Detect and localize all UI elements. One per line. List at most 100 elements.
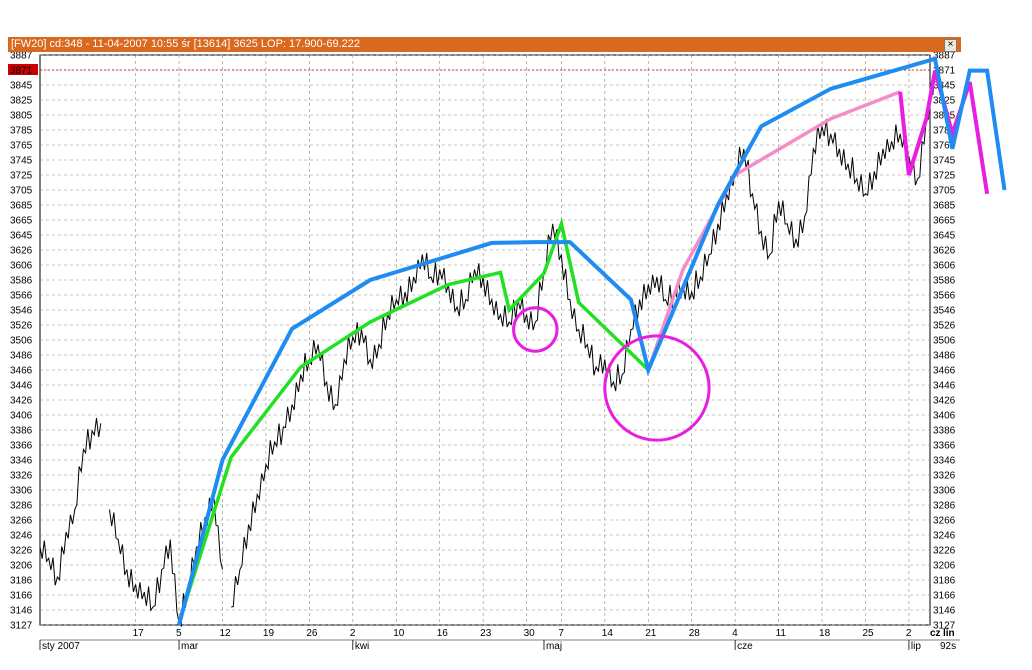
y-tick-label-left: 3186 [10,576,33,587]
y-tick-label-right: 3845 [933,81,956,92]
y-tick-label-left: 3705 [10,186,33,197]
y-tick-label-right: 3146 [933,606,956,617]
mode-lin-label: lin [943,628,955,639]
y-tick-label-left: 3146 [10,606,33,617]
y-tick-label-left: 3127 [10,621,33,632]
y-tick-label-right: 3166 [933,591,956,602]
y-tick-label-left: 3805 [10,111,33,122]
y-tick-label-left: 3406 [10,411,33,422]
y-tick-label-right: 3526 [933,321,956,332]
y-tick-label-right: 3645 [933,231,956,242]
green-trend-line [177,217,650,624]
x-day-label: 10 [393,628,405,639]
y-tick-label-right: 3386 [933,426,956,437]
last-price-label: 3871 [10,66,33,77]
x-day-label: 2 [906,628,912,639]
y-tick-label-left: 3486 [10,351,33,362]
x-day-label: 26 [306,628,318,639]
y-tick-label-left: 3426 [10,396,33,407]
y-tick-label-right: 3366 [933,441,956,452]
y-tick-label-right: 3745 [933,156,956,167]
y-tick-label-left: 3526 [10,321,33,332]
y-tick-label-left: 3446 [10,381,33,392]
x-month-label: cze [737,641,753,652]
x-month-label: lip [911,641,921,652]
price-series-segment [39,417,102,586]
x-month-label: kwi [355,641,369,652]
y-tick-label-left: 3845 [10,81,33,92]
y-tick-label-left: 3166 [10,591,33,602]
y-tick-label-right: 3326 [933,471,956,482]
x-month-label: mar [181,641,199,652]
y-tick-label-right: 3206 [933,561,956,572]
y-tick-label-right: 3127 [933,621,956,632]
x-day-label: 16 [437,628,449,639]
y-tick-label-left: 3586 [10,276,33,287]
y-tick-label-left: 3785 [10,126,33,137]
x-day-label: 21 [645,628,657,639]
y-tick-label-left: 3326 [10,471,33,482]
y-tick-label-left: 3825 [10,96,33,107]
y-tick-label-right: 3506 [933,336,956,347]
y-tick-label-right: 3486 [933,351,956,362]
grid [40,54,930,626]
close-button[interactable]: × [944,39,957,52]
y-tick-label-right: 3266 [933,516,956,527]
annotation-circle [603,334,711,442]
y-tick-label-right: 3765 [933,141,956,152]
y-tick-label-left: 3246 [10,531,33,542]
x-day-label: 19 [263,628,275,639]
y-tick-label-left: 3206 [10,561,33,572]
y-tick-label-left: 3626 [10,246,33,257]
y-tick-label-left: 3306 [10,486,33,497]
window-title: [FW20] cd:348 - 11-04-2007 10:55 śr [136… [11,38,360,50]
x-day-label: 18 [819,628,831,639]
x-day-label: 25 [862,628,874,639]
mode-cz-label: cz [930,628,941,639]
y-tick-label-right: 3466 [933,366,956,377]
y-tick-label-right: 3626 [933,246,956,257]
y-tick-label-right: 3685 [933,201,956,212]
y-tick-label-left: 3506 [10,336,33,347]
x-day-label: 14 [602,628,614,639]
y-tick-label-right: 3785 [933,126,956,137]
y-tick-label-right: 3186 [933,576,956,587]
y-tick-label-left: 3765 [10,141,33,152]
y-tick-label-right: 3871 [933,66,956,77]
x-day-label: 12 [219,628,231,639]
x-day-label: 2 [350,628,356,639]
y-tick-label-left: 3546 [10,306,33,317]
y-tick-label-right: 3566 [933,291,956,302]
window-titlebar[interactable]: [FW20] cd:348 - 11-04-2007 10:55 śr [136… [8,37,961,52]
x-day-label: 7 [558,628,564,639]
y-tick-label-left: 3386 [10,426,33,437]
x-month-label: maj [546,641,562,652]
y-tick-label-left: 3466 [10,366,33,377]
y-tick-label-right: 3446 [933,381,956,392]
x-day-label: 28 [689,628,701,639]
y-tick-label-right: 3887 [933,51,956,62]
y-tick-label-right: 3406 [933,411,956,422]
x-day-label: 30 [524,628,536,639]
y-tick-label-right: 3546 [933,306,956,317]
y-tick-label-left: 3606 [10,261,33,272]
y-tick-label-right: 3246 [933,531,956,542]
y-tick-label-right: 3705 [933,186,956,197]
y-tick-label-left: 3745 [10,156,33,167]
y-tick-label-right: 3226 [933,546,956,557]
y-tick-label-left: 3685 [10,201,33,212]
interval-label: 92s [940,641,956,652]
y-tick-label-left: 3266 [10,516,33,527]
last-price-badge [8,64,38,75]
y-tick-label-left: 3665 [10,216,33,227]
y-tick-label-left: 3366 [10,441,33,452]
x-day-label: 4 [732,628,738,639]
y-tick-label-right: 3346 [933,456,956,467]
x-day-label: 5 [176,628,182,639]
y-tick-label-right: 3725 [933,171,956,182]
y-tick-label-right: 3586 [933,276,956,287]
x-day-label: 23 [480,628,492,639]
x-day-label: 11 [776,628,787,639]
